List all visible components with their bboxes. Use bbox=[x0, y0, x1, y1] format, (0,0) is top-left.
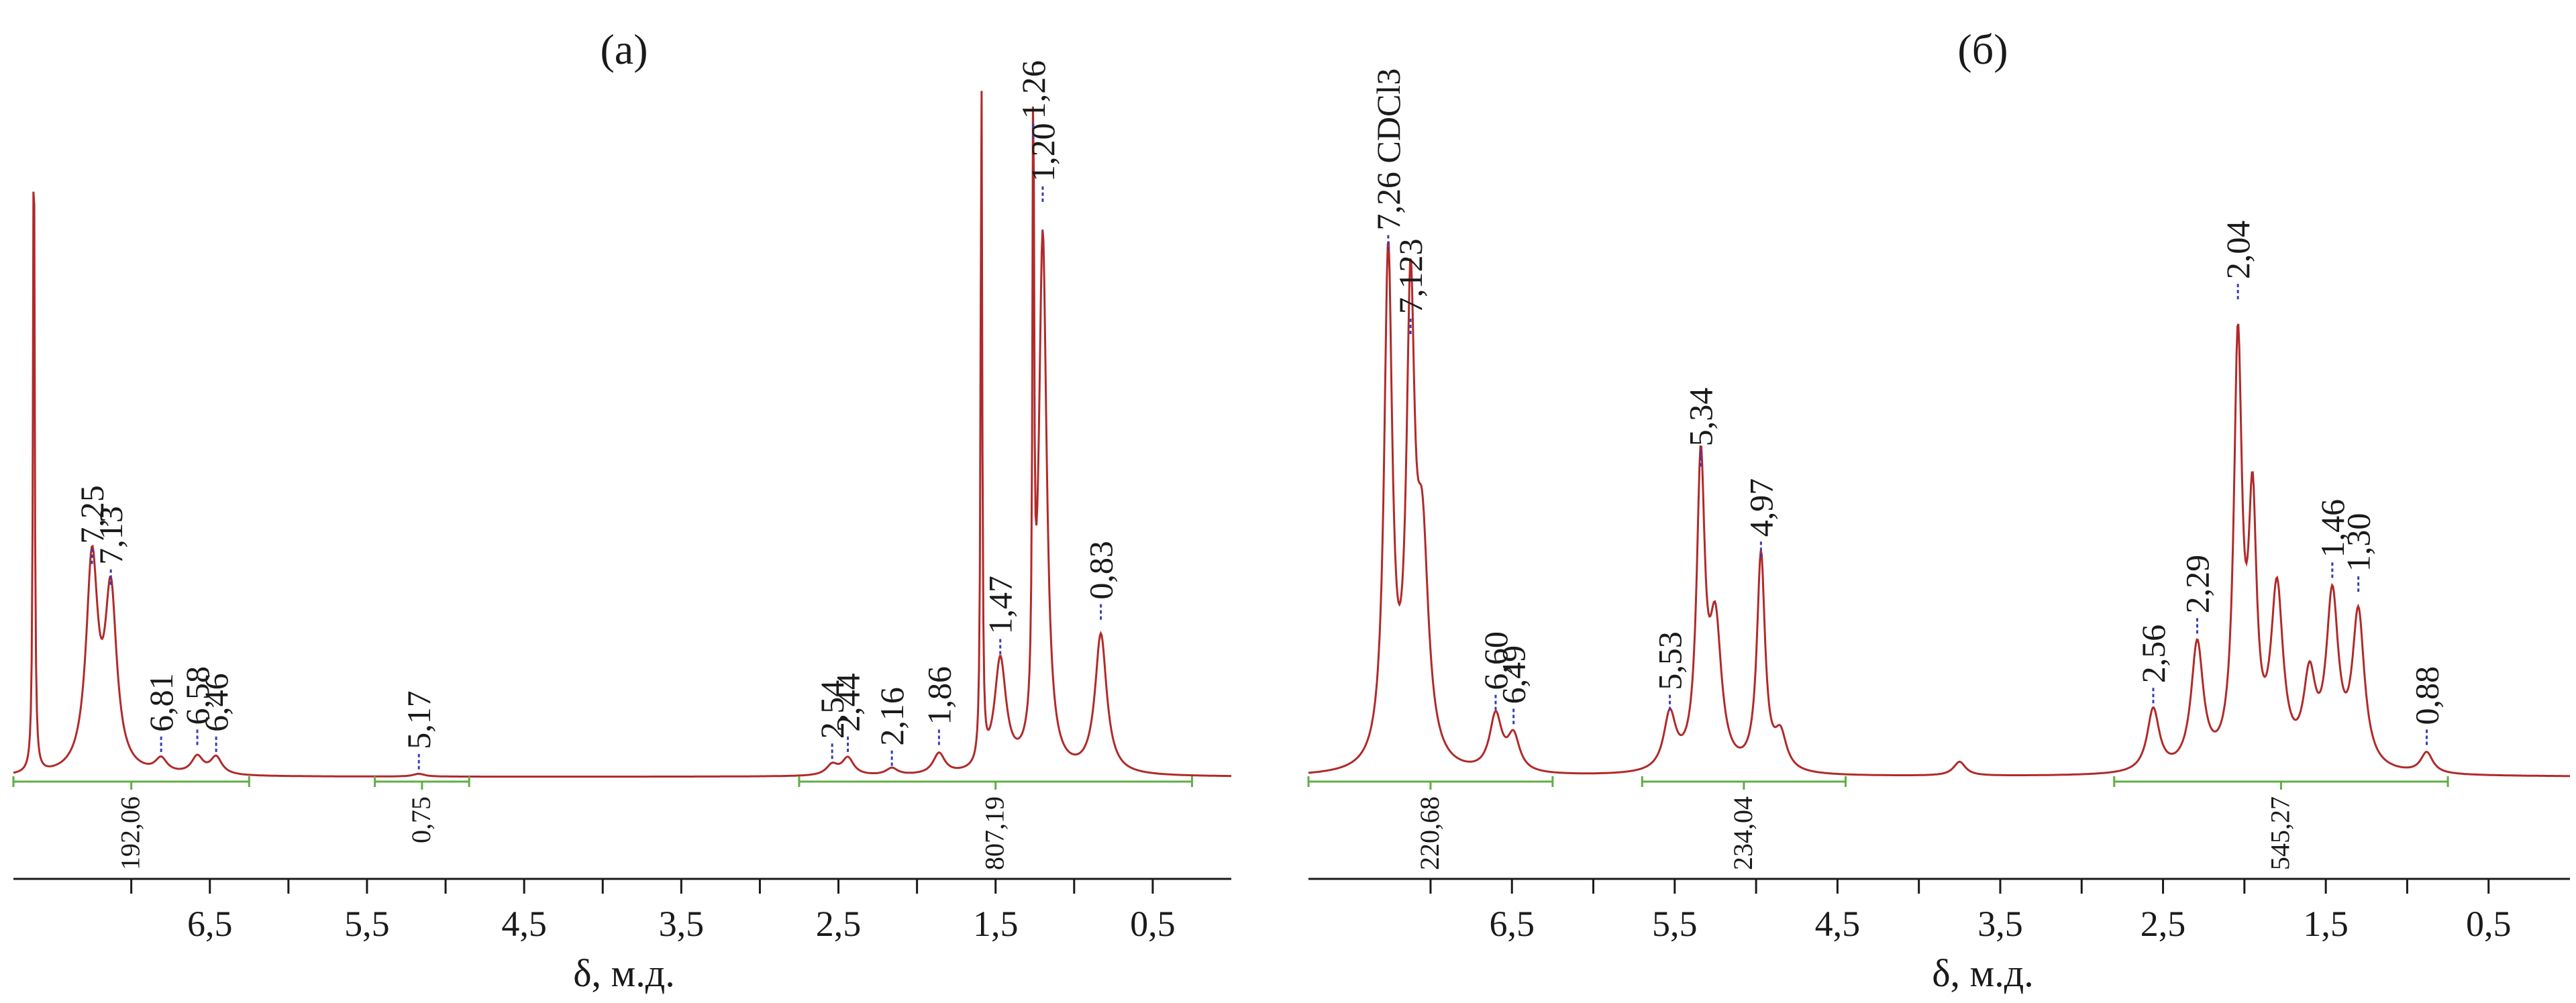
peak-label-a: 7,25 bbox=[73, 485, 111, 544]
peak-label-b: 4,97 bbox=[1742, 478, 1780, 537]
x-tick-label-b: 2,5 bbox=[2141, 904, 2186, 944]
integral-value-a: 0,75 bbox=[406, 796, 436, 843]
x-tick-label-a: 0,5 bbox=[1130, 904, 1176, 944]
x-axis-label-b: δ, м.д. bbox=[1932, 951, 2034, 995]
panel-title-a: (а) bbox=[600, 25, 648, 73]
chart-panel-b: (б) δ, м.д. 6,5 5,5 4,5 3,5 2,5 1,5 0,5 220,68 2… bbox=[1307, 25, 2570, 995]
panel-title-b: (б) bbox=[1957, 25, 2008, 73]
integral-value-b: 545,27 bbox=[2265, 796, 2295, 870]
peak-label-b: 1,30 bbox=[2340, 513, 2377, 572]
x-tick-label-b: 5,5 bbox=[1652, 904, 1698, 944]
peak-label-b: 1,46 bbox=[2314, 499, 2351, 558]
peak-label-b: 2,04 bbox=[2219, 221, 2257, 280]
peak-label-a: 2,16 bbox=[873, 687, 911, 746]
peak-label-b: 2,29 bbox=[2178, 555, 2216, 614]
peak-label-a: 0,83 bbox=[1082, 541, 1120, 600]
peak-label-b: 0,88 bbox=[2408, 666, 2446, 725]
x-tick-label-b: 4,5 bbox=[1815, 904, 1861, 944]
peak-label-a: 2,44 bbox=[829, 673, 867, 732]
integral-value-a: 807,19 bbox=[980, 796, 1010, 870]
peak-label-a: 6,58 bbox=[178, 666, 216, 725]
spectrum-line-b bbox=[1308, 241, 2570, 778]
peak-label-a: 1,20 bbox=[1024, 123, 1062, 182]
x-tick-label-a: 3,5 bbox=[659, 904, 705, 944]
spectrum-line-a bbox=[13, 91, 1231, 778]
peak-label-a: 6,81 bbox=[142, 673, 180, 732]
peak-label-a: 2,54 bbox=[813, 680, 851, 739]
peak-label-a: 7,13 bbox=[92, 506, 130, 565]
integral-value-b: 234,04 bbox=[1728, 796, 1758, 870]
peak-label-a: 1,86 bbox=[920, 666, 958, 725]
x-tick-label-a: 1,5 bbox=[973, 904, 1019, 944]
peak-label-a: 5,17 bbox=[400, 690, 437, 749]
x-tick-label-a: 2,5 bbox=[816, 904, 862, 944]
peak-label-b: 2,56 bbox=[2134, 625, 2172, 684]
peak-label-a: 1,26 bbox=[1015, 60, 1052, 119]
integral-value-b: 220,68 bbox=[1414, 796, 1445, 870]
peak-label-a: 6,46 bbox=[197, 673, 235, 732]
x-axis-label-a: δ, м.д. bbox=[573, 951, 675, 995]
x-tick-label-b: 6,5 bbox=[1489, 904, 1535, 944]
x-tick-label-a: 6,5 bbox=[187, 904, 233, 944]
peak-label-b: 7,123 bbox=[1392, 239, 1429, 315]
x-tick-label-b: 3,5 bbox=[1977, 904, 2023, 944]
x-tick-label-b: 0,5 bbox=[2466, 904, 2512, 944]
x-tick-label-a: 5,5 bbox=[344, 904, 390, 944]
peak-label-b: 7,26 CDCl3 bbox=[1370, 68, 1407, 231]
peak-label-a: 1,47 bbox=[982, 576, 1019, 635]
peak-label-b: 6,60 bbox=[1477, 631, 1514, 690]
integral-value-a: 192,06 bbox=[115, 796, 146, 870]
peak-label-b: 5,53 bbox=[1651, 631, 1689, 690]
peak-label-b: 6,49 bbox=[1495, 645, 1533, 704]
x-tick-label-b: 1,5 bbox=[2303, 904, 2349, 944]
x-tick-label-a: 4,5 bbox=[501, 904, 547, 944]
chart-panel-a: (а) δ, м.д. 6,5 5,5 4,5 3,5 2,5 1,5 0,5 192,06 0… bbox=[12, 25, 1231, 995]
peak-label-b: 5,34 bbox=[1682, 388, 1720, 447]
